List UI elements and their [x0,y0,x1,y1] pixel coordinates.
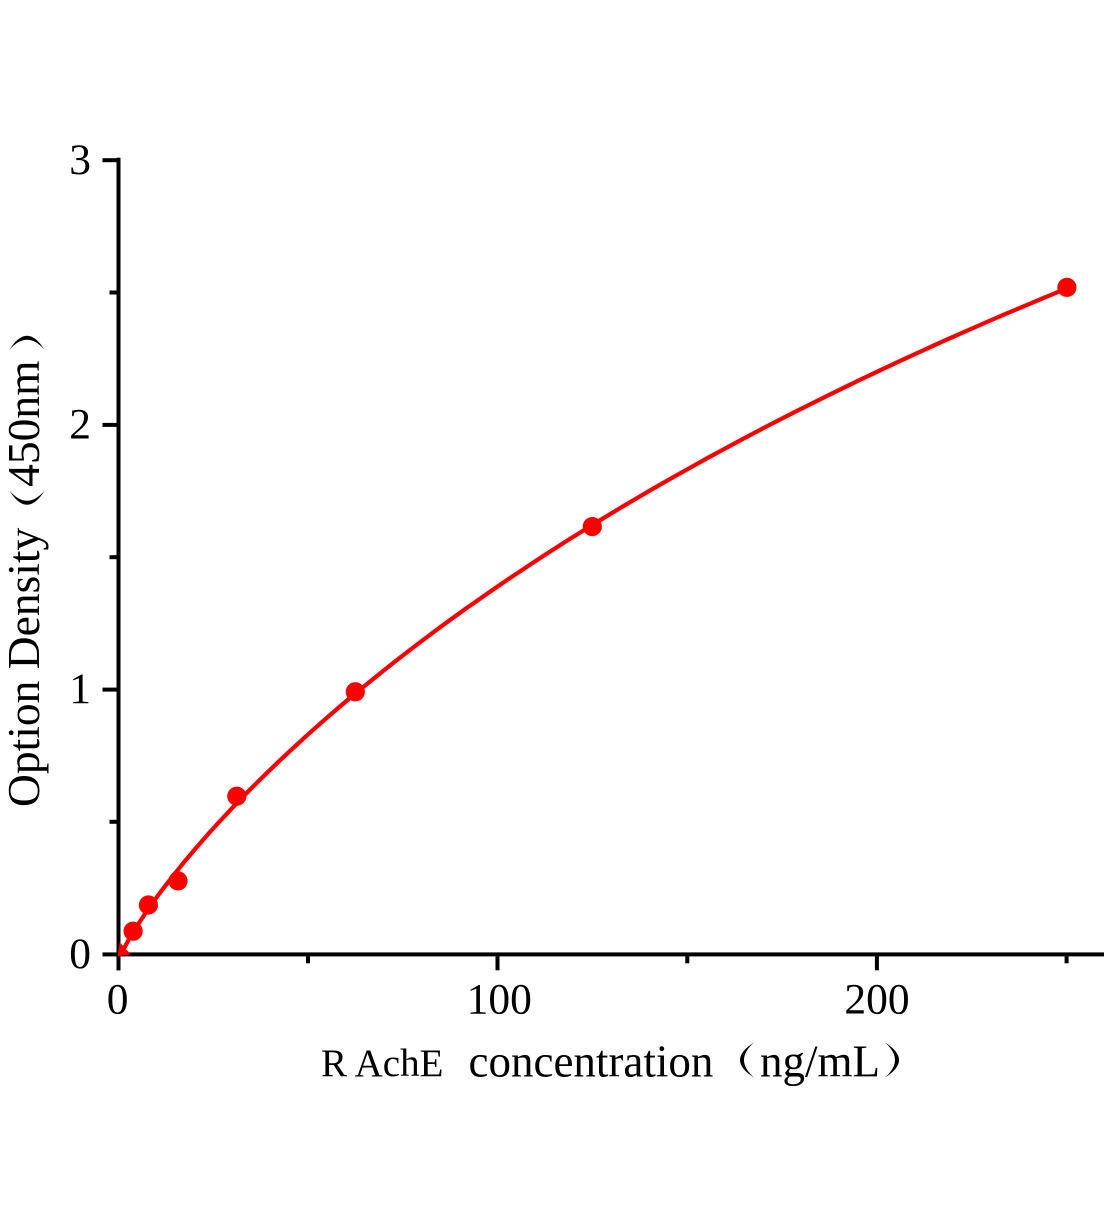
svg-text:3: 3 [69,136,91,184]
svg-text:Option Density: Option Density [0,527,49,807]
svg-text:450nm: 450nm [0,360,49,486]
svg-text:R AchE: R AchE [321,1042,443,1085]
svg-text:ng/mL: ng/mL [760,1037,880,1087]
svg-text:2: 2 [69,401,91,449]
svg-text:concentration: concentration [469,1037,714,1087]
svg-text:1: 1 [69,665,91,713]
svg-text:100: 100 [467,976,532,1024]
svg-text:0: 0 [107,976,129,1024]
svg-text:200: 200 [844,976,909,1024]
svg-text:0: 0 [69,930,91,978]
